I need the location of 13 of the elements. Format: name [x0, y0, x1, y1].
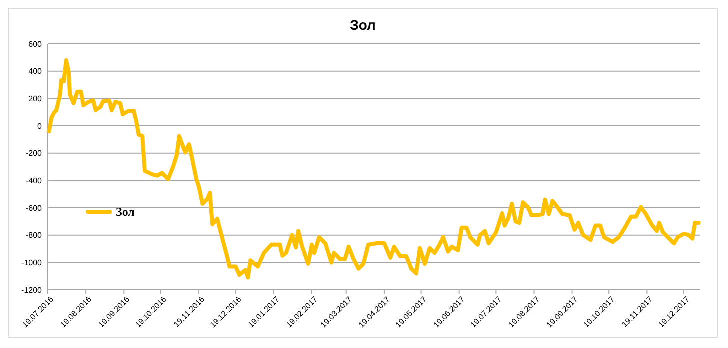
y-tick-label: -800 [26, 231, 43, 240]
legend-label: Зол [116, 205, 136, 220]
chart-title: Зол [350, 17, 376, 33]
y-tick-label: 200 [28, 94, 43, 104]
y-tick-label: 400 [28, 67, 43, 76]
y-tick-label: -600 [26, 204, 43, 213]
y-tick-label: -1000 [22, 258, 43, 268]
y-tick-label: 0 [38, 122, 43, 131]
y-tick-label: -200 [26, 149, 43, 158]
y-tick-label: -1200 [22, 286, 43, 295]
y-tick-label: -400 [26, 176, 43, 186]
y-tick-label: 600 [28, 40, 43, 49]
line-series [47, 58, 701, 280]
